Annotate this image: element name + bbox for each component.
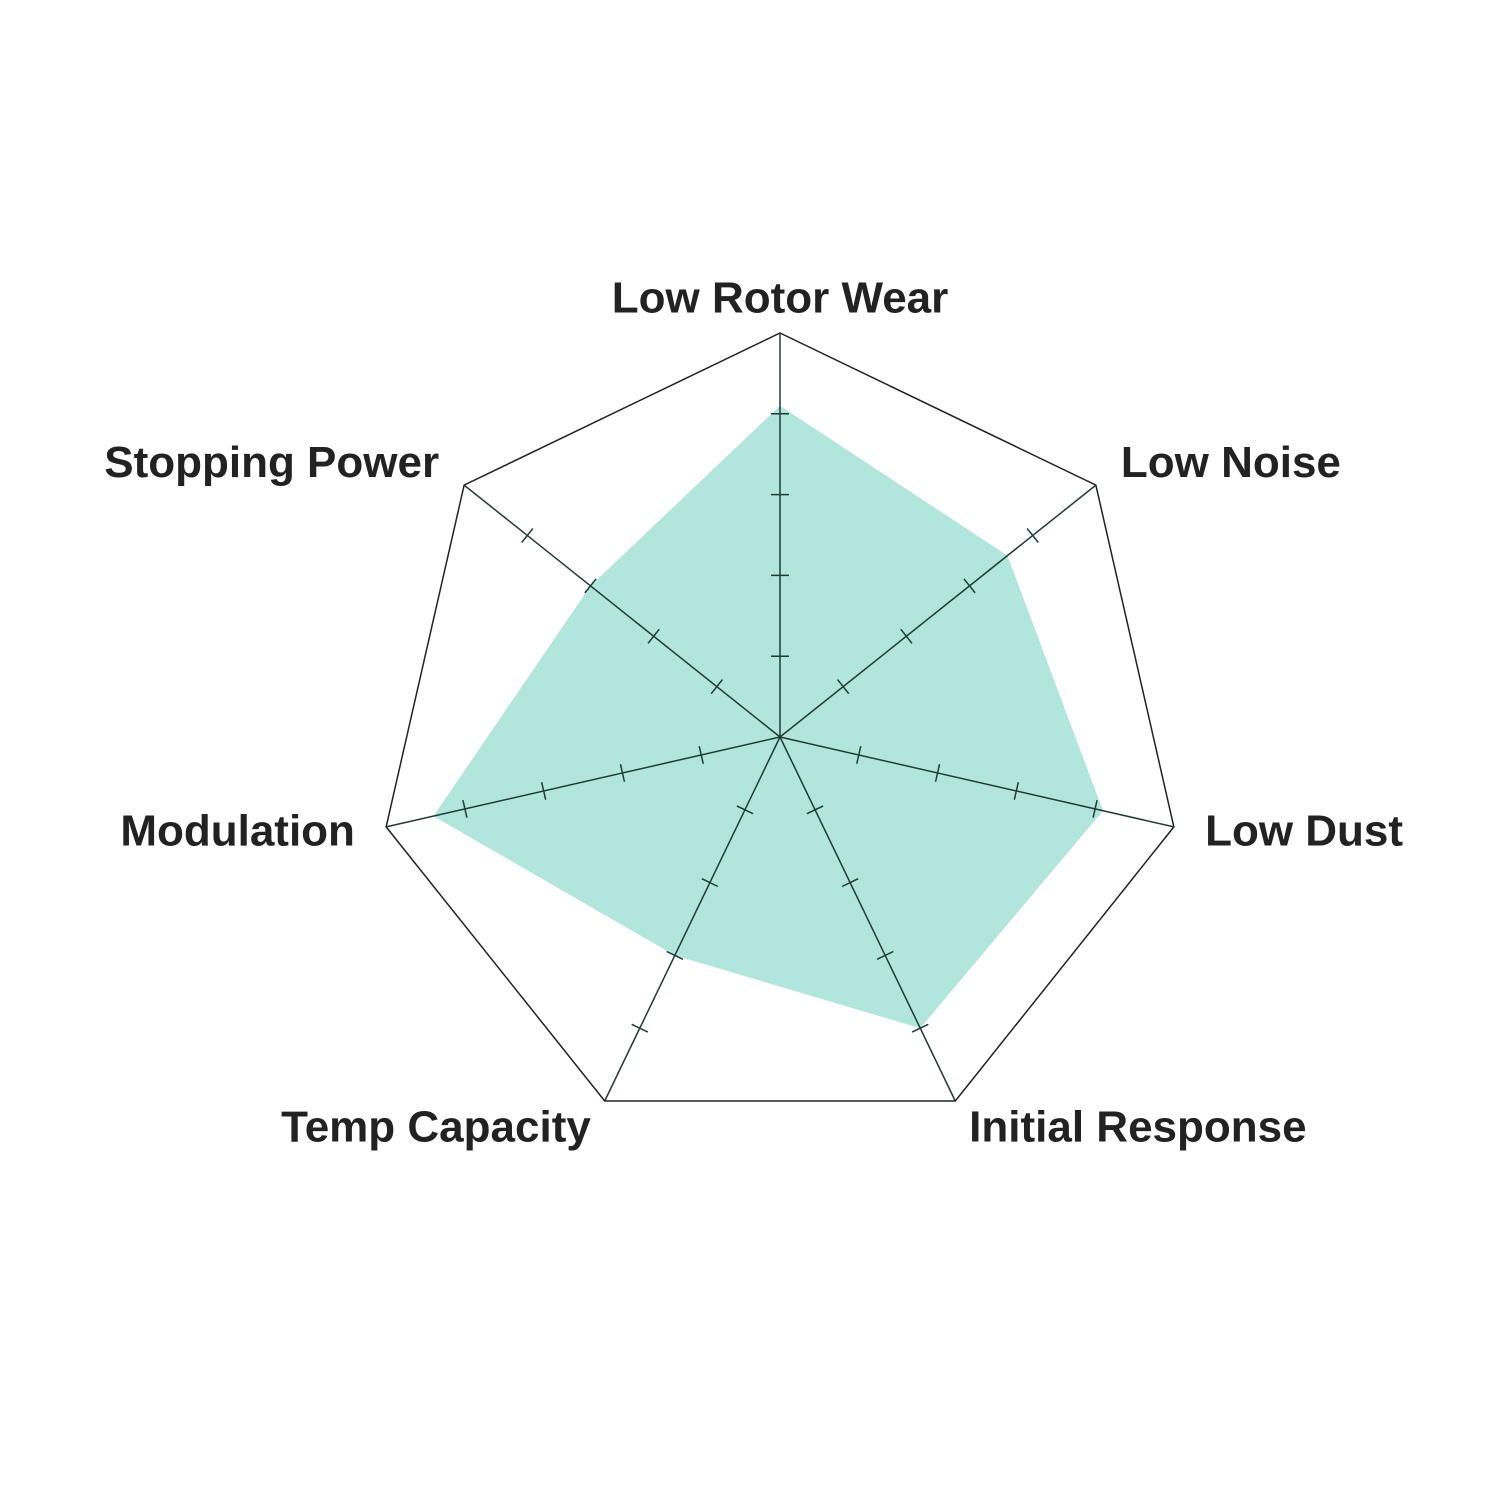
axis-line	[385, 736, 781, 828]
tick-mark	[631, 1023, 649, 1033]
axis-line	[779, 736, 956, 1102]
tick-mark	[841, 878, 859, 888]
tick-mark	[806, 805, 824, 815]
tick-mark	[666, 950, 684, 960]
tick-mark	[1026, 527, 1039, 543]
axis-label: Initial Response	[969, 1102, 1306, 1151]
tick-mark	[462, 799, 468, 818]
axis-line	[779, 484, 1097, 738]
axis-label: Stopping Power	[104, 438, 439, 487]
axis-label: Modulation	[120, 807, 355, 856]
tick-mark	[900, 628, 913, 644]
tick-mark	[584, 578, 597, 594]
data-area	[433, 405, 1103, 1029]
tick-mark	[710, 679, 724, 695]
tick-mark	[619, 764, 626, 782]
tick-mark	[736, 805, 754, 815]
tick-mark	[876, 950, 894, 960]
tick-mark	[647, 628, 660, 644]
tick-mark	[836, 679, 850, 695]
tick-mark	[934, 764, 941, 782]
axis-line	[604, 736, 781, 1102]
axis-label: Low Noise	[1121, 438, 1341, 487]
axis-line	[779, 736, 1175, 828]
tick-mark	[1092, 799, 1098, 818]
frame	[385, 332, 1175, 1102]
axis-line	[463, 484, 781, 738]
tick-mark	[911, 1023, 929, 1033]
axis-label: Low Rotor Wear	[612, 274, 949, 323]
tick-mark	[963, 578, 976, 594]
axis-label: Low Dust	[1205, 807, 1403, 856]
tick-mark	[698, 746, 704, 764]
tick-mark	[521, 527, 534, 543]
tick-mark	[540, 781, 547, 800]
tick-mark	[701, 878, 719, 888]
tick-mark	[856, 746, 862, 764]
tick-mark	[1013, 781, 1020, 800]
axis-label: Temp Capacity	[281, 1102, 591, 1151]
